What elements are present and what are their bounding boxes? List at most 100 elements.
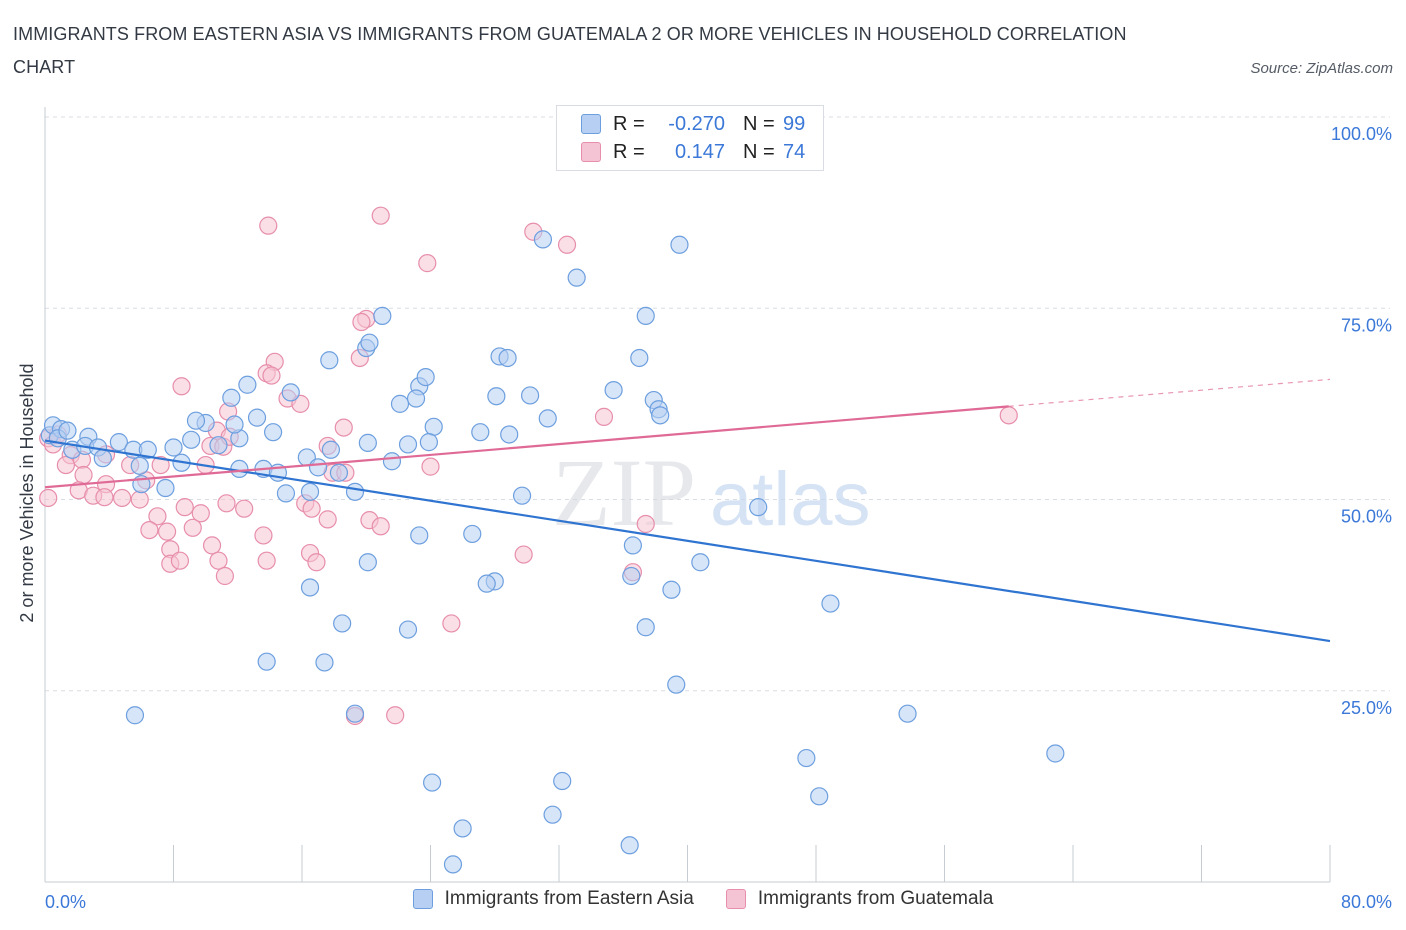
- legend-label: Immigrants from Eastern Asia: [444, 888, 694, 909]
- trend-line-guatemala: [44, 405, 1009, 489]
- point-guatemala: [352, 312, 371, 332]
- y-tick-label: 25.0%: [1341, 698, 1392, 718]
- point-eastern-asia: [636, 618, 655, 637]
- point-eastern-asia: [164, 438, 183, 457]
- point-eastern-asia: [360, 333, 379, 352]
- point-guatemala: [183, 518, 202, 537]
- legend-r-value: -0.270: [668, 112, 725, 135]
- point-eastern-asia: [300, 482, 320, 501]
- point-guatemala: [371, 517, 390, 536]
- point-guatemala: [130, 490, 149, 509]
- point-eastern-asia: [567, 268, 586, 287]
- point-guatemala: [386, 706, 405, 725]
- trend-lines: [44, 378, 1331, 643]
- point-guatemala: [215, 566, 234, 586]
- point-eastern-asia: [670, 235, 689, 254]
- point-eastern-asia: [538, 409, 557, 428]
- point-guatemala: [418, 254, 437, 273]
- point-eastern-asia: [453, 819, 472, 838]
- point-eastern-asia: [443, 855, 463, 874]
- point-guatemala: [140, 520, 159, 540]
- point-eastern-asia: [620, 836, 639, 855]
- point-eastern-asia: [225, 415, 244, 434]
- point-eastern-asia: [662, 580, 681, 599]
- point-eastern-asia: [345, 482, 365, 501]
- point-guatemala: [175, 498, 194, 517]
- point-guatemala: [157, 522, 177, 541]
- point-guatemala: [421, 457, 440, 476]
- point-eastern-asia: [182, 430, 201, 449]
- point-guatemala: [39, 488, 58, 508]
- point-eastern-asia: [553, 771, 572, 791]
- point-eastern-asia: [276, 484, 296, 503]
- point-eastern-asia: [315, 653, 334, 672]
- legend-n-label: N =: [743, 112, 775, 135]
- tick-labels: 100.0% 75.0% 50.0% 25.0% 0.0% 80.0%: [45, 124, 1392, 912]
- point-eastern-asia: [93, 449, 112, 468]
- point-eastern-asia: [667, 675, 686, 694]
- point-eastern-asia: [636, 306, 655, 325]
- point-eastern-asia: [1046, 744, 1065, 763]
- point-eastern-asia: [398, 435, 418, 454]
- point-guatemala: [334, 418, 353, 437]
- point-guatemala: [514, 545, 533, 564]
- point-eastern-asia: [630, 348, 649, 368]
- trend-line-eastern-asia: [44, 439, 1331, 643]
- point-eastern-asia: [651, 406, 670, 425]
- point-guatemala: [170, 551, 190, 570]
- point-eastern-asia: [487, 387, 506, 406]
- point-eastern-asia: [130, 456, 149, 475]
- point-eastern-asia: [520, 386, 540, 405]
- point-eastern-asia: [345, 704, 365, 723]
- legend-n-value: 99: [783, 112, 806, 135]
- legend-swatch-blue: [412, 889, 433, 909]
- watermark-zip: ZIP: [552, 439, 696, 546]
- x-tick-label: 0.0%: [45, 892, 86, 912]
- legend-r-value: 0.147: [674, 140, 725, 163]
- point-guatemala: [254, 526, 273, 545]
- point-guatemala: [56, 455, 75, 475]
- point-guatemala: [302, 499, 321, 518]
- point-eastern-asia: [423, 773, 442, 792]
- point-guatemala: [95, 488, 114, 507]
- point-eastern-asia: [247, 408, 267, 427]
- point-guatemala: [172, 377, 191, 396]
- point-eastern-asia: [281, 383, 300, 402]
- point-eastern-asia: [622, 566, 641, 586]
- point-eastern-asia: [321, 440, 341, 459]
- legend-item-eastern-asia[interactable]: Immigrants from Eastern Asia: [412, 888, 694, 910]
- point-eastern-asia: [109, 433, 128, 452]
- point-eastern-asia: [797, 748, 816, 768]
- point-eastern-asia: [471, 423, 490, 442]
- point-eastern-asia: [320, 351, 339, 370]
- point-eastern-asia: [333, 614, 352, 633]
- legend-swatch-pink: [581, 142, 601, 162]
- point-eastern-asia: [186, 411, 206, 430]
- legend-swatch-pink: [725, 889, 746, 909]
- point-eastern-asia: [406, 389, 426, 408]
- point-guatemala: [257, 551, 276, 570]
- point-eastern-asia: [329, 463, 349, 482]
- point-guatemala: [594, 407, 614, 426]
- series-legend: Immigrants from Eastern Asia Immigrants …: [0, 888, 1406, 910]
- point-eastern-asia: [238, 375, 257, 394]
- point-eastern-asia: [419, 433, 438, 452]
- point-guatemala: [557, 235, 577, 254]
- point-eastern-asia: [156, 478, 175, 498]
- point-eastern-asia: [58, 421, 77, 440]
- point-eastern-asia: [424, 417, 443, 436]
- point-eastern-asia: [604, 381, 623, 400]
- point-eastern-asia: [543, 805, 562, 824]
- x-tick-label: 80.0%: [1341, 892, 1392, 912]
- point-eastern-asia: [500, 425, 519, 444]
- source-label: Source: ZipAtlas.com: [1250, 60, 1393, 77]
- point-eastern-asia: [300, 578, 320, 597]
- point-guatemala: [112, 488, 132, 508]
- grid-lines: [45, 116, 1390, 692]
- point-eastern-asia: [390, 394, 410, 413]
- legend-item-guatemala[interactable]: Immigrants from Guatemala: [725, 888, 993, 910]
- legend-row-eastern-asia: R = -0.270 N = 99: [581, 110, 805, 138]
- point-guatemala: [999, 406, 1018, 425]
- correlation-legend: R = -0.270 N = 99 R = 0.147 N = 74: [556, 105, 824, 171]
